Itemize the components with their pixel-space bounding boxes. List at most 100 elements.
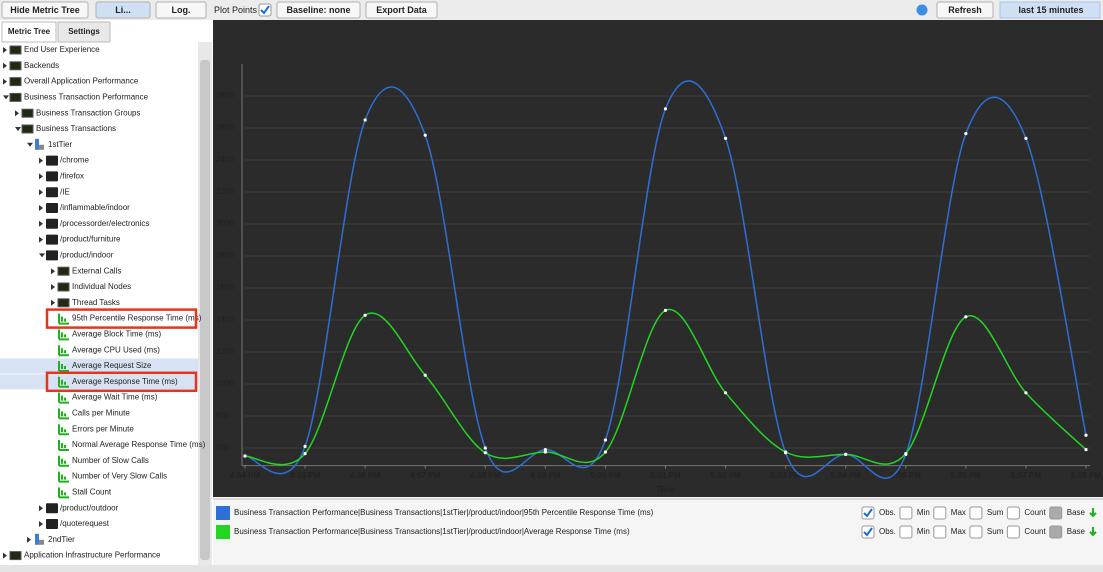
tab-label[interactable]: Metric Tree: [8, 27, 51, 36]
legend-option[interactable]: Max: [951, 508, 966, 517]
tree-node[interactable]: Thread Tasks: [72, 298, 120, 307]
legend-option[interactable]: Sum: [987, 527, 1004, 536]
tree-node[interactable]: Average Request Size: [72, 361, 152, 370]
expander[interactable]: [39, 236, 43, 243]
tab-label[interactable]: Settings: [68, 27, 100, 36]
expander[interactable]: [39, 521, 43, 527]
expander[interactable]: [3, 47, 7, 53]
tree-node[interactable]: /quoterequest: [60, 519, 110, 528]
tree-node[interactable]: Average Wait Time (ms): [72, 393, 158, 402]
log-button[interactable]: [155, 1, 207, 19]
legend-option-box[interactable]: [1006, 525, 1020, 539]
tree-node[interactable]: Normal Average Response Time (ms): [72, 440, 206, 449]
tree-node[interactable]: Errors per Minute: [72, 424, 134, 433]
tree-node[interactable]: /firefox: [60, 172, 84, 181]
expander[interactable]: [27, 142, 33, 147]
tree-node[interactable]: Business Transactions: [36, 124, 116, 133]
legend-option-box[interactable]: [933, 525, 947, 539]
expander[interactable]: [39, 220, 43, 227]
expander[interactable]: [39, 189, 43, 196]
line-button[interactable]: [95, 1, 151, 19]
baseline-button[interactable]: [276, 1, 361, 19]
baseline-button-label[interactable]: Baseline: none: [286, 5, 350, 15]
range-button[interactable]: [999, 1, 1101, 19]
tree-node[interactable]: /processorder/electronics: [60, 219, 149, 228]
tree-node[interactable]: Average Block Time (ms): [72, 330, 162, 339]
expander[interactable]: [39, 505, 43, 512]
legend-option[interactable]: Count: [1024, 508, 1046, 517]
export-button[interactable]: [365, 1, 438, 19]
tree-node[interactable]: Average Response Time (ms): [72, 377, 178, 386]
hide-tree-button[interactable]: [1, 1, 89, 19]
tree-node[interactable]: External Calls: [72, 266, 121, 275]
range-label[interactable]: last 15 minutes: [1018, 5, 1083, 15]
y-tick-label: 600: [216, 443, 230, 452]
tree-node[interactable]: Application Infrastructure Performance: [24, 551, 161, 560]
legend-option-box[interactable]: [933, 506, 947, 520]
legend-option[interactable]: Sum: [987, 508, 1004, 517]
expander[interactable]: [39, 205, 43, 211]
help-icon[interactable]: [916, 4, 928, 16]
legend-option-box[interactable]: [969, 506, 983, 520]
expander[interactable]: [3, 552, 7, 559]
scroll-thumb[interactable]: [200, 60, 210, 560]
refresh-button-label[interactable]: Refresh: [948, 5, 982, 15]
legend-option-box[interactable]: [899, 525, 913, 539]
metric-icon: [58, 440, 69, 451]
expander[interactable]: [39, 173, 43, 180]
legend-option[interactable]: Min: [917, 508, 930, 517]
tree-node[interactable]: Overall Application Performance: [24, 77, 139, 86]
expander[interactable]: [15, 127, 21, 131]
legend-option-box[interactable]: [899, 506, 913, 520]
tree-node[interactable]: Average CPU Used (ms): [72, 345, 160, 354]
export-icon[interactable]: [1089, 508, 1097, 518]
refresh-button[interactable]: [936, 1, 994, 19]
expander[interactable]: [3, 78, 7, 85]
legend-option[interactable]: Obs.: [879, 527, 896, 536]
tree-node[interactable]: Number of Very Slow Calls: [72, 472, 167, 481]
legend-option[interactable]: Max: [951, 527, 966, 536]
tree-node[interactable]: Backends: [24, 61, 59, 70]
y-tick-label: 2200: [216, 187, 234, 196]
expander[interactable]: [51, 268, 55, 275]
tree-node[interactable]: /inflammable/indoor: [60, 203, 130, 212]
export-icon[interactable]: [1089, 527, 1097, 537]
tree-node[interactable]: Number of Slow Calls: [72, 456, 149, 465]
tree-node[interactable]: /IE: [60, 187, 70, 196]
metric-icon: [58, 408, 69, 420]
tree-node[interactable]: Business Transaction Groups: [36, 108, 141, 117]
legend-option-box[interactable]: [969, 525, 983, 539]
folder-icon: [21, 124, 34, 134]
x-tick-label: 5:00 PM: [590, 471, 621, 480]
legend-option-box[interactable]: [1006, 506, 1020, 520]
legend-option[interactable]: Obs.: [879, 508, 896, 517]
hide-tree-button-label[interactable]: Hide Metric Tree: [10, 5, 80, 15]
export-button-label[interactable]: Export Data: [376, 5, 428, 15]
line-button-label[interactable]: Li...: [115, 5, 131, 15]
legend-option[interactable]: Count: [1024, 527, 1046, 536]
tree-node[interactable]: /product/outdoor: [60, 503, 119, 512]
tree-node[interactable]: Individual Nodes: [72, 282, 131, 291]
expander[interactable]: [51, 284, 55, 290]
tree-node[interactable]: End User Experience: [24, 45, 100, 54]
expander[interactable]: [51, 299, 55, 306]
tree-node[interactable]: 2ndTier: [48, 535, 75, 544]
expander[interactable]: [3, 62, 7, 69]
tree-node[interactable]: 95th Percentile Response Time (ms): [72, 314, 202, 323]
tree-node[interactable]: Stall Count: [72, 488, 112, 497]
expander[interactable]: [27, 536, 31, 543]
tree-node[interactable]: Calls per Minute: [72, 409, 130, 418]
expander[interactable]: [39, 157, 43, 164]
tree-node[interactable]: Business Transaction Performance: [24, 93, 149, 102]
tab[interactable]: [57, 21, 111, 43]
tree-node[interactable]: /chrome: [60, 156, 89, 165]
tree-node[interactable]: /product/furniture: [60, 235, 121, 244]
tab[interactable]: [1, 21, 57, 43]
expander[interactable]: [39, 253, 45, 258]
tree-node[interactable]: 1stTier: [48, 140, 72, 149]
tree-node[interactable]: /product/indoor: [60, 251, 114, 260]
expander[interactable]: [15, 110, 19, 117]
log-button-label[interactable]: Log.: [172, 5, 191, 15]
legend-option[interactable]: Min: [917, 527, 930, 536]
expander[interactable]: [3, 95, 9, 100]
